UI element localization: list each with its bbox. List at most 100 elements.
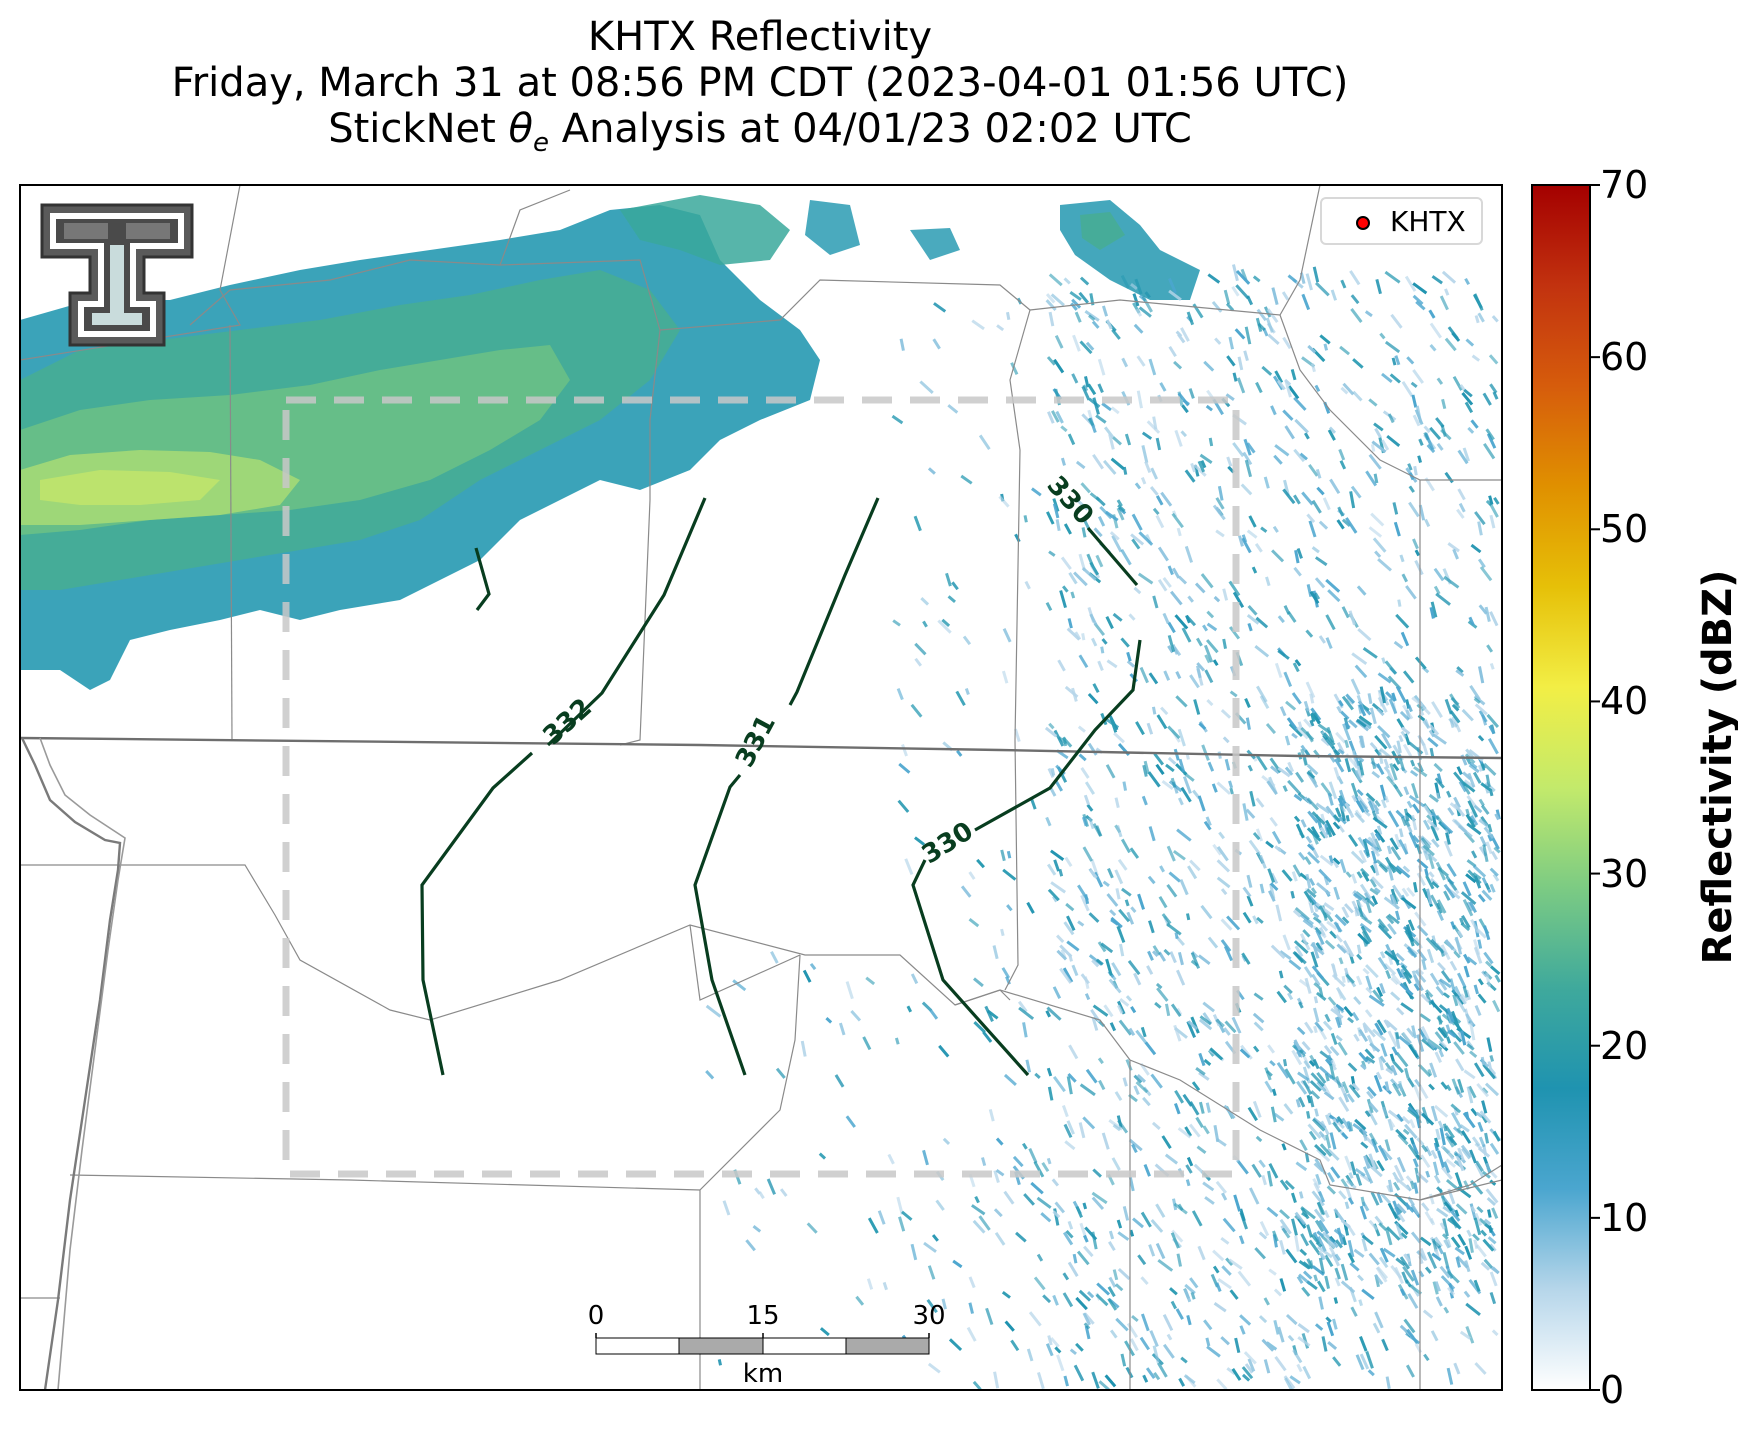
echo-pixel [1428,729,1436,738]
echo-pixel [1256,308,1267,322]
echo-pixel [1459,995,1467,1005]
contour-330-south [911,639,1142,1077]
echo-pixel [1166,845,1176,862]
echo-pixel [1048,722,1055,730]
echo-pixel [1339,345,1350,356]
echo-pixel [1396,1203,1407,1215]
echo-pixel [1377,672,1392,684]
echo-pixel [1390,991,1401,1002]
echo-pixel [1369,741,1378,751]
echo-pixel [1445,1135,1455,1148]
echo-pixel [1454,995,1467,1013]
echo-pixel [1244,1363,1254,1374]
echo-pixel [1437,1120,1444,1130]
echo-pixel [1356,789,1364,797]
echo-pixel [1129,847,1140,859]
echo-pixel [1383,963,1397,976]
echo-pixel [1285,700,1297,711]
echo-pixel [1411,394,1418,408]
echo-pixel [1368,1153,1377,1170]
echo-pixel [1157,578,1168,592]
echo-pixel [1314,556,1328,567]
echo-pixel [1424,518,1431,528]
echo-pixel [1473,1062,1485,1078]
echo-pixel [1336,943,1347,954]
echo-pixel [1339,460,1347,470]
echo-pixel [1458,502,1466,513]
echo-pixel [1395,1032,1400,1040]
echo-pixel [1376,825,1383,836]
echo-pixel [1325,637,1333,649]
echo-pixel [1336,705,1343,714]
echo-pixel [1360,925,1373,943]
echo-pixel [1445,875,1458,892]
echo-pixel [1189,859,1201,872]
echo-pixel [1138,306,1152,318]
echo-pixel [1293,951,1307,965]
echo-pixel [1412,834,1420,844]
echo-pixel [1398,1035,1411,1047]
echo-pixel [1086,1291,1095,1299]
echo-pixel [1350,1161,1357,1176]
echo-pixel [1177,951,1184,966]
echo-pixel [1108,1241,1116,1252]
echo-pixel [1413,983,1421,992]
echo-pixel [1237,356,1244,371]
echo-pixel [1315,942,1323,952]
echo-pixel [1186,1315,1192,1326]
echo-pixel [1390,313,1403,329]
echo-pixel [1274,370,1284,384]
echo-pixel [1208,437,1214,447]
echo-pixel [1128,1138,1143,1152]
colorbar-tick-label: 30 [1600,851,1649,896]
echo-pixel [1433,1142,1439,1152]
echo-pixel [1384,1139,1391,1152]
echo-pixel [1314,1144,1327,1157]
echo-pixel [1407,919,1415,931]
echo-pixel [1410,769,1419,777]
echo-pixel [1325,1134,1332,1149]
echo-pixel [1180,786,1192,803]
echo-pixel [1167,634,1176,653]
echo-pixel [1126,660,1136,668]
echo-pixel [1407,704,1413,713]
echo-pixel [1473,984,1480,995]
echo-pixel [1422,1035,1436,1050]
echo-pixel [1463,953,1471,964]
echo-pixel [933,302,947,313]
echo-pixel [1140,1313,1150,1332]
echo-pixel [1485,972,1491,988]
echo-pixel [1445,1158,1457,1168]
echo-pixel [1482,844,1489,863]
echo-pixel [1068,1044,1079,1060]
echo-pixel [1305,629,1314,638]
echo-pixel [1422,720,1430,729]
echo-pixel [1363,809,1371,817]
echo-pixel [1067,433,1076,446]
echo-pixel [1459,993,1469,1002]
echo-pixel [1207,761,1215,772]
echo-pixel [1095,958,1104,966]
echo-pixel [1137,1254,1147,1266]
echo-pixel [1297,1071,1310,1082]
echo-pixel [1299,1248,1308,1257]
echo-pixel [1045,299,1057,312]
echo-pixel [1395,613,1410,629]
echo-pixel [1384,340,1401,354]
echo-pixel [1104,1374,1117,1388]
echo-pixel [1116,499,1123,507]
echo-pixel [1483,762,1497,776]
echo-pixel [1116,507,1125,521]
echo-pixel [1310,1090,1321,1100]
echo-pixel [1244,698,1251,708]
echo-pixel [1156,1362,1168,1378]
echo-pixel [1384,795,1390,803]
echo-pixel [1185,1164,1193,1174]
echo-pixel [1207,936,1219,949]
echo-pixel [1471,1136,1481,1147]
echo-pixel [1479,566,1493,582]
echo-pixel [1363,1155,1371,1169]
echo-pixel [1415,300,1426,311]
echo-pixel [1454,1209,1460,1217]
echo-pixel [1064,856,1073,867]
